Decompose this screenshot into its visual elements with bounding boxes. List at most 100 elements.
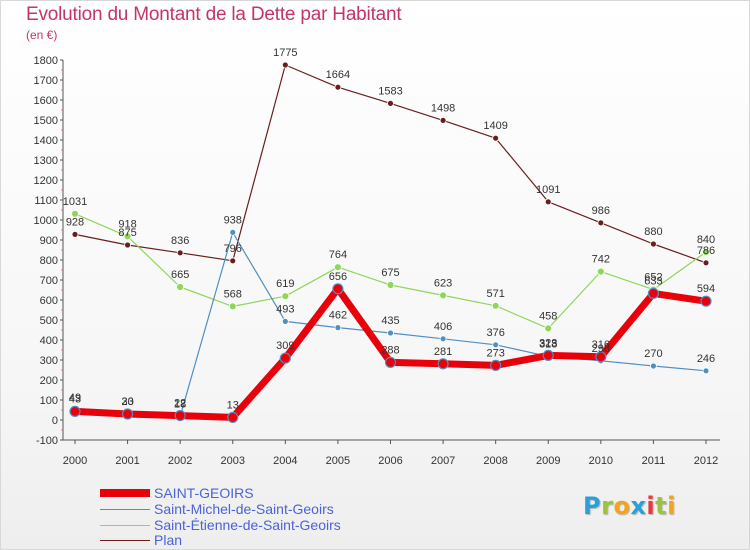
data-point [702,248,710,256]
data-point [439,335,447,343]
data-label: 1091 [536,184,560,196]
data-point [439,291,447,300]
legend-item: Saint-Michel-de-Saint-Geoirs [100,502,334,516]
data-label: 318 [539,338,557,350]
data-point [595,351,607,363]
data-label: 30 [121,396,133,408]
legend-item: Plan [100,533,182,547]
data-point [647,287,660,299]
y-tick-label: -100 [36,435,58,447]
data-label: 323 [539,337,557,349]
data-label: 406 [434,321,452,333]
x-tick-label: 2005 [326,455,350,467]
data-point [121,408,134,420]
y-tick-label: 400 [40,335,58,347]
data-point [332,283,344,295]
x-tick-label: 2006 [378,455,402,467]
data-label: 376 [486,327,504,339]
data-label: 665 [171,269,189,281]
x-tick-label: 2002 [168,455,192,467]
data-point [281,317,289,325]
legend-swatch [100,524,150,526]
data-point [492,341,500,349]
legend-label: Plan [154,532,183,548]
data-label: 18 [174,398,186,410]
data-point [597,219,605,227]
data-point [229,257,237,265]
y-tick-label: 800 [40,255,58,267]
data-point [281,61,289,69]
y-tick-label: 1400 [34,135,58,147]
x-tick-label: 2004 [273,455,297,467]
data-label: 1775 [273,47,297,59]
data-label: 836 [171,235,189,247]
data-label: 288 [381,344,399,356]
data-point [596,267,605,276]
data-label: 568 [224,288,242,300]
data-label: 875 [118,227,136,239]
data-label: 796 [224,243,242,255]
y-tick-label: 1800 [34,55,58,67]
legend-label: Saint-Étienne-de-Saint-Geoirs [154,517,341,533]
proxiti-logo: Proxiti [583,492,676,520]
data-label: 928 [66,216,84,228]
y-tick-label: 300 [40,355,58,367]
x-tick-label: 2009 [536,455,560,467]
data-point [700,295,712,307]
data-label: 296 [592,343,610,355]
data-point [437,358,449,370]
data-label: 273 [486,347,504,359]
data-point [544,198,552,206]
x-tick-label: 2008 [483,455,507,467]
data-label: 246 [697,353,715,365]
legend-label: SAINT-GEOIRS [154,485,254,501]
y-tick-label: 600 [40,295,58,307]
x-tick-label: 2010 [589,455,613,467]
data-label: 49 [69,392,81,404]
data-point [176,283,185,291]
data-point [386,281,395,289]
data-label: 880 [644,226,662,238]
data-point [492,134,500,142]
data-point [279,352,291,364]
x-tick-label: 2012 [694,455,718,467]
data-point [542,349,554,361]
data-label: 1583 [378,85,402,97]
data-label: 656 [329,271,347,283]
data-label: 1031 [63,196,87,208]
data-label: 764 [329,249,347,261]
y-tick-label: 0 [52,415,58,427]
data-point [227,411,239,423]
data-point [387,100,394,107]
x-tick-label: 2011 [642,455,666,467]
data-label: 840 [697,234,715,246]
data-point [491,301,500,310]
data-label: 652 [644,272,662,284]
legend-swatch [100,489,150,497]
data-point [174,410,186,422]
data-label: 493 [276,303,294,315]
legend-item: Saint-Étienne-de-Saint-Geoirs [100,518,341,532]
data-point [71,209,79,218]
data-point [439,117,447,124]
legend-swatch [100,539,150,541]
legend-item: SAINT-GEOIRS [100,486,254,500]
y-tick-label: 1100 [34,195,58,207]
y-tick-label: 200 [40,375,58,387]
data-label: 742 [592,254,610,266]
y-tick-label: 700 [40,275,58,287]
data-label: 270 [644,348,662,360]
data-point [650,362,657,370]
data-label: 1409 [483,120,507,132]
data-label: 13 [227,399,239,411]
legend-swatch [100,508,150,510]
y-tick-label: 900 [40,235,58,247]
data-label: 309 [276,340,294,352]
data-point [281,292,290,301]
data-point [387,329,394,337]
legend-label: Saint-Michel-de-Saint-Geoirs [154,501,334,517]
data-point [650,240,657,248]
data-point [123,232,132,241]
